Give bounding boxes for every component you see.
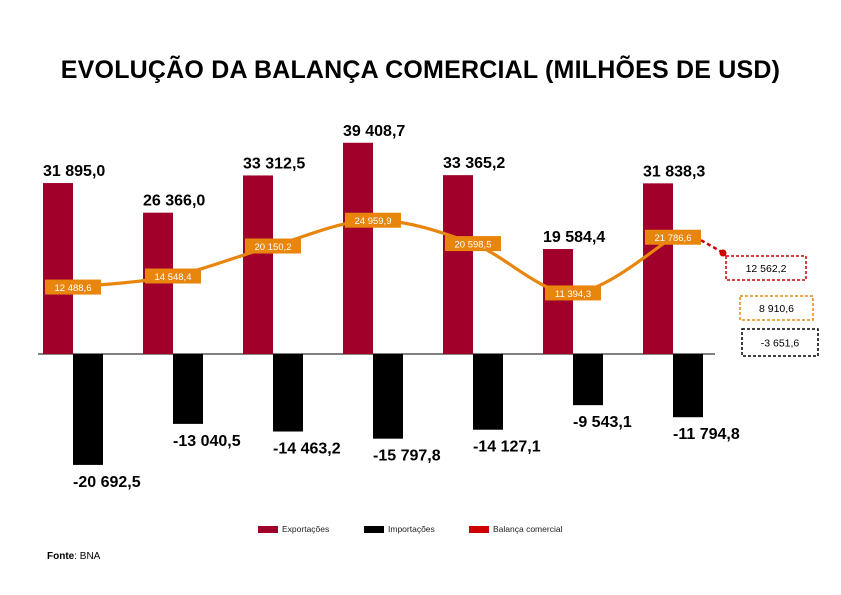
import-bar	[73, 354, 103, 465]
export-value-label: 31 838,3	[643, 163, 705, 180]
export-value-label: 39 408,7	[343, 123, 405, 140]
trailing-value-box	[741, 328, 819, 357]
balance-connector-dot	[719, 249, 727, 257]
labels-layer: 31 895,0 -20 692,5 26 366,0 -13 040,5 33 312…	[43, 123, 740, 491]
balance-label-box	[645, 229, 701, 245]
import-value-label: -9 543,1	[573, 414, 632, 431]
export-value-label: 26 366,0	[143, 193, 205, 210]
balance-value-label: 24 959,9	[355, 216, 392, 227]
trailing-value-label: 12 562,2	[746, 263, 787, 275]
import-bar	[173, 354, 203, 424]
export-bar	[543, 249, 573, 354]
balance-label-box	[245, 238, 301, 254]
import-bar	[273, 354, 303, 432]
balance-value-label: 11 394,3	[555, 289, 591, 300]
trailing-value-label: 8 910,6	[759, 303, 794, 315]
import-bar	[373, 354, 403, 439]
legend-label-exports: Exportações	[282, 524, 330, 534]
export-bar	[343, 142, 373, 354]
legend-item-balance: Balança comercial	[469, 524, 562, 534]
balance-value-label: 14 548,4	[155, 272, 192, 283]
export-bar	[443, 175, 473, 354]
import-bar	[573, 354, 603, 406]
source-value: : BNA	[74, 551, 101, 562]
legend-label-imports: Importações	[388, 524, 435, 534]
import-value-label: -15 797,8	[373, 448, 441, 465]
import-value-label: -14 463,2	[273, 441, 341, 458]
trailing-value-box	[725, 255, 807, 281]
trailing-value-box	[739, 295, 814, 321]
balance-label-box	[445, 236, 501, 252]
import-value-label: -11 794,8	[673, 426, 740, 443]
import-value-label: -14 127,1	[473, 439, 541, 456]
import-bar	[473, 354, 503, 430]
balance-value-label: 20 150,2	[255, 242, 292, 253]
balance-value-label: 21 786,6	[655, 233, 692, 244]
trailing-value-label: -3 651,6	[761, 338, 800, 350]
export-value-label: 33 365,2	[443, 155, 505, 172]
legend-item-imports: Importações	[364, 524, 435, 534]
export-bar	[243, 175, 273, 354]
balance-label-box	[345, 212, 401, 228]
source-label: Fonte	[47, 551, 75, 562]
import-value-label: -20 692,5	[73, 474, 141, 491]
balance-label-box	[145, 268, 201, 284]
balance-line-layer: 12 488,6 14 548,4 20 150,2 24 959,9 20 598,5…	[45, 212, 727, 301]
legend-swatch-imports	[364, 525, 384, 533]
export-bar	[643, 183, 673, 354]
balance-label-box	[45, 279, 101, 295]
legend-swatch-balance	[469, 525, 489, 533]
legend: Exportações Importações Balança comercia…	[0, 524, 841, 540]
balance-value-label: 12 488,6	[55, 283, 92, 294]
chart-title: EVOLUÇÃO DA BALANÇA COMERCIAL (MILHÕES D…	[60, 56, 781, 84]
balance-label-box	[545, 285, 601, 301]
balance-value-label: 20 598,5	[455, 240, 492, 251]
legend-label-balance: Balança comercial	[493, 524, 563, 534]
import-bar	[673, 354, 703, 418]
export-value-label: 31 895,0	[43, 163, 105, 180]
export-value-label: 33 312,5	[243, 155, 305, 172]
import-value-label: -13 040,5	[173, 433, 241, 450]
legend-swatch-exports	[258, 525, 278, 533]
balance-connector	[700, 239, 723, 254]
legend-item-exports: Exportações	[258, 524, 329, 534]
export-value-label: 19 584,4	[543, 229, 605, 246]
trailing-boxes-layer: 12 562,2 8 910,6 -3 651,6	[725, 255, 819, 357]
source-note: Fonte: BNA	[47, 551, 100, 562]
export-bar	[43, 183, 73, 354]
